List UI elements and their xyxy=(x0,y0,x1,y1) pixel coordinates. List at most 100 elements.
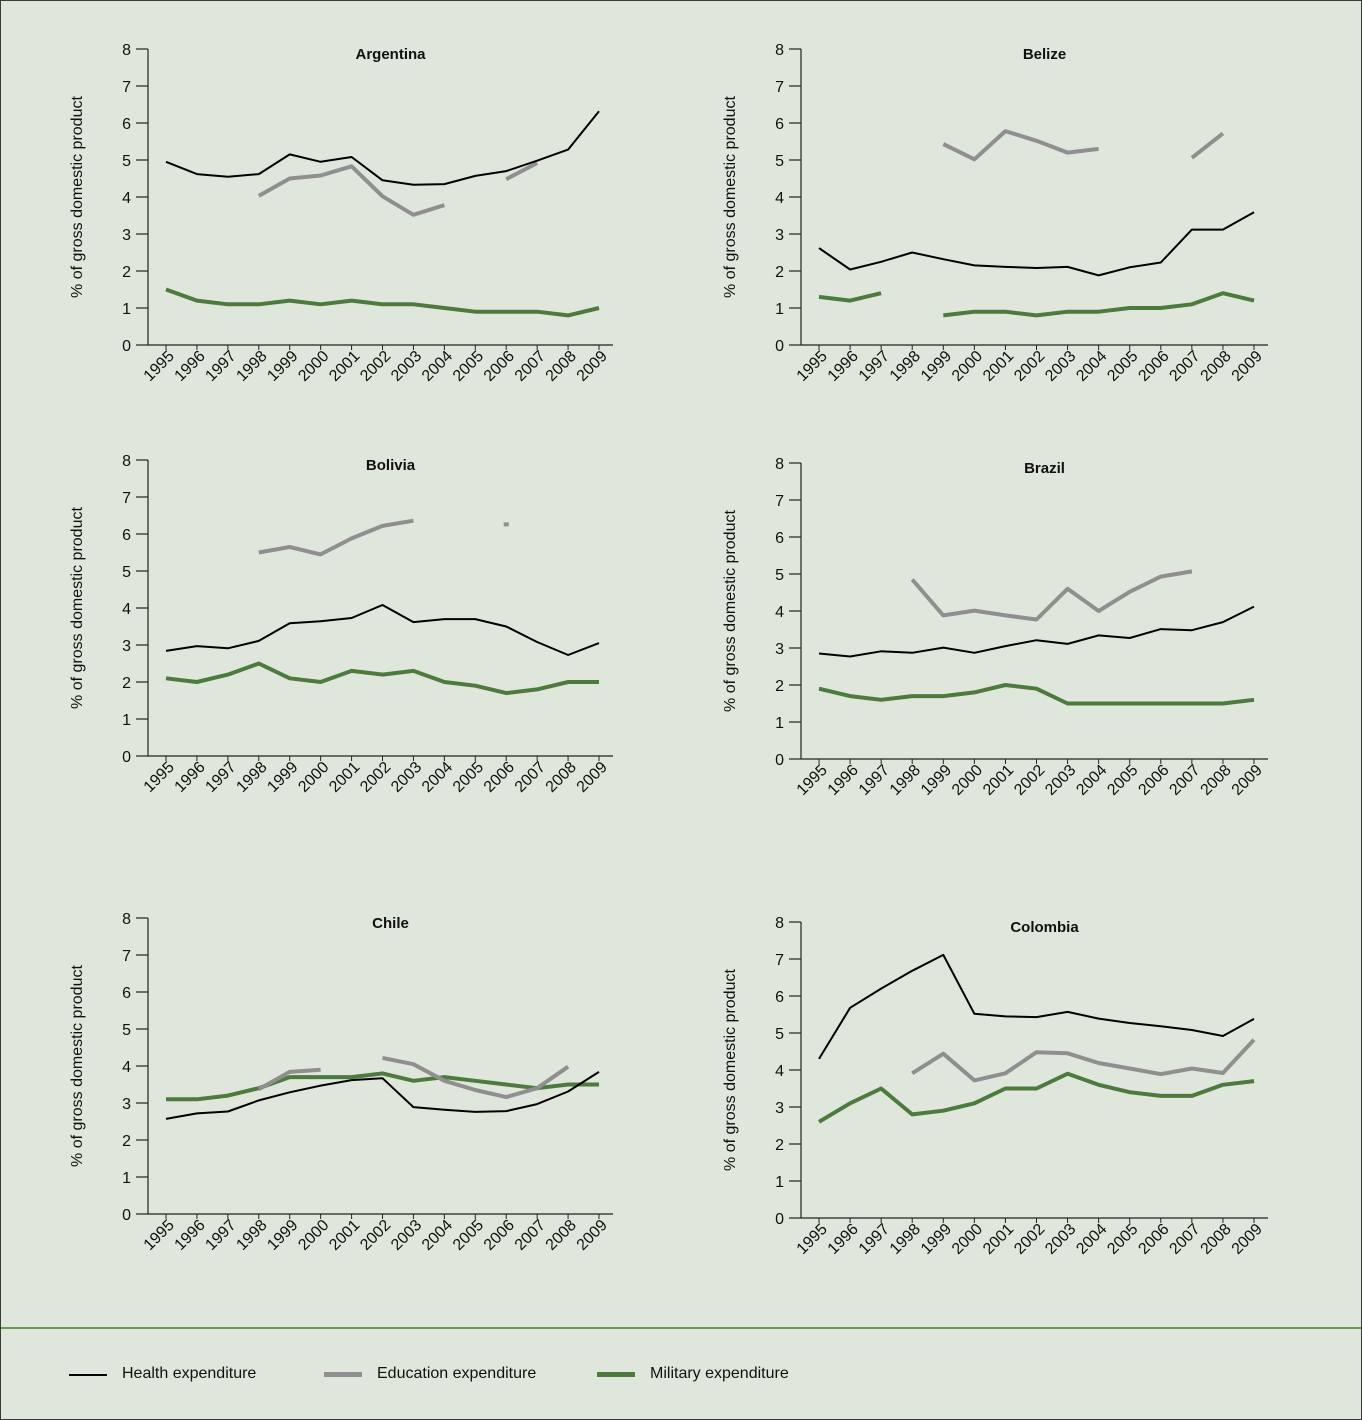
x-tick-label: 2003 xyxy=(388,348,425,385)
x-tick-label: 2005 xyxy=(1104,1221,1141,1258)
y-tick-label: 7 xyxy=(775,952,784,969)
legend: Health expenditure Education expenditure… xyxy=(1,1351,1361,1401)
x-tick-label: 2009 xyxy=(574,1217,611,1254)
legend-swatch-education xyxy=(324,1372,362,1377)
x-tick-label: 2001 xyxy=(980,1221,1017,1258)
x-tick-label: 2002 xyxy=(1011,762,1048,799)
x-tick-label: 1998 xyxy=(233,1217,270,1254)
y-tick-label: 3 xyxy=(775,227,784,244)
x-tick-label: 2007 xyxy=(1166,1221,1203,1258)
x-tick-label: 2007 xyxy=(1166,762,1203,799)
series-military-line xyxy=(818,683,1255,706)
x-tick-label: 2008 xyxy=(543,348,580,385)
y-tick-label: 5 xyxy=(775,1026,784,1043)
chart-belize: 0123456781995199619971998199920002001200… xyxy=(722,42,1268,385)
x-tick-label: 1998 xyxy=(887,1221,924,1258)
y-tick-label: 4 xyxy=(775,604,784,621)
y-tick-label: 8 xyxy=(775,42,784,59)
y-axis-title: % of gross domestic product xyxy=(722,969,739,1171)
x-tick-label: 1997 xyxy=(202,348,239,385)
x-tick-label: 1996 xyxy=(825,762,862,799)
x-tick-label: 1998 xyxy=(887,348,924,385)
x-tick-label: 2002 xyxy=(357,1217,394,1254)
x-tick-label: 2009 xyxy=(574,759,611,796)
x-tick-label: 2003 xyxy=(1042,1221,1079,1258)
y-tick-label: 7 xyxy=(775,493,784,510)
series-education-line xyxy=(258,518,414,557)
x-tick-label: 2009 xyxy=(1229,348,1266,385)
x-tick-label: 1997 xyxy=(856,1221,893,1258)
y-tick-label: 6 xyxy=(122,116,131,133)
x-tick-label: 1997 xyxy=(856,762,893,799)
x-tick-label: 2002 xyxy=(1011,1221,1048,1258)
x-tick-label: 2009 xyxy=(574,348,611,385)
x-tick-label: 2004 xyxy=(419,1217,456,1254)
x-tick-label: 2002 xyxy=(1011,348,1048,385)
y-tick-label: 4 xyxy=(122,601,131,618)
chart-title: Bolivia xyxy=(366,457,416,474)
x-tick-label: 2007 xyxy=(512,1217,549,1254)
series-education-line xyxy=(942,129,1099,162)
x-tick-label: 2007 xyxy=(512,759,549,796)
x-tick-label: 2005 xyxy=(1104,348,1141,385)
x-tick-label: 2009 xyxy=(1229,762,1266,799)
legend-label-health: Health expenditure xyxy=(122,1365,257,1382)
y-tick-label: 2 xyxy=(122,1133,131,1150)
y-tick-label: 1 xyxy=(122,301,131,318)
x-tick-label: 2004 xyxy=(1073,762,1110,799)
series-education-line xyxy=(911,1038,1256,1083)
x-tick-label: 2000 xyxy=(949,348,986,385)
legend-label-education: Education expenditure xyxy=(377,1365,537,1382)
y-tick-label: 0 xyxy=(775,1211,784,1228)
series-health-line xyxy=(818,211,1255,277)
x-tick-label: 2001 xyxy=(326,1217,363,1254)
chart-title: Brazil xyxy=(1024,460,1065,477)
x-tick-label: 1995 xyxy=(794,348,831,385)
chart-title: Chile xyxy=(372,915,409,932)
x-tick-label: 2000 xyxy=(295,759,332,796)
y-tick-label: 8 xyxy=(775,915,784,932)
x-tick-label: 2007 xyxy=(1166,348,1203,385)
y-tick-label: 0 xyxy=(775,338,784,355)
y-tick-label: 4 xyxy=(775,1063,784,1080)
y-tick-label: 2 xyxy=(775,678,784,695)
chart-colombia: 0123456781995199619971998199920002001200… xyxy=(722,915,1268,1258)
series-military-line xyxy=(166,1071,599,1102)
y-axis-title: % of gross domestic product xyxy=(722,510,739,712)
y-tick-label: 6 xyxy=(122,527,131,544)
series-health-line xyxy=(165,604,600,656)
x-tick-label: 2001 xyxy=(326,348,363,385)
x-tick-label: 2008 xyxy=(543,1217,580,1254)
y-tick-label: 3 xyxy=(775,1100,784,1117)
x-tick-label: 2000 xyxy=(949,762,986,799)
y-tick-label: 3 xyxy=(122,1096,131,1113)
y-tick-label: 7 xyxy=(775,79,784,96)
y-tick-label: 4 xyxy=(122,190,131,207)
series-education-line xyxy=(910,569,1193,622)
x-tick-label: 2004 xyxy=(1073,1221,1110,1258)
series-military-line xyxy=(165,287,600,318)
chart-argentina: 0123456781995199619971998199920002001200… xyxy=(69,42,613,385)
y-tick-label: 4 xyxy=(122,1059,131,1076)
x-tick-label: 2006 xyxy=(481,759,518,796)
x-tick-label: 1999 xyxy=(264,759,301,796)
chart-title: Belize xyxy=(1023,46,1066,63)
x-tick-label: 2005 xyxy=(450,759,487,796)
x-tick-label: 2008 xyxy=(1198,762,1235,799)
x-tick-label: 1996 xyxy=(172,759,209,796)
x-tick-label: 2008 xyxy=(1198,348,1235,385)
legend-swatch-military xyxy=(597,1372,635,1377)
y-tick-label: 3 xyxy=(775,641,784,658)
x-tick-label: 2000 xyxy=(949,1221,986,1258)
y-tick-label: 8 xyxy=(122,911,131,928)
x-tick-label: 1999 xyxy=(264,1217,301,1254)
x-tick-label: 2003 xyxy=(388,759,425,796)
series-education-line xyxy=(1190,131,1225,160)
legend-label-military: Military expenditure xyxy=(650,1365,789,1382)
y-tick-label: 1 xyxy=(775,1174,784,1191)
x-tick-label: 2006 xyxy=(1135,762,1172,799)
x-tick-label: 2008 xyxy=(1198,1221,1235,1258)
x-tick-label: 2006 xyxy=(481,1217,518,1254)
chart-brazil: 0123456781995199619971998199920002001200… xyxy=(722,456,1268,799)
